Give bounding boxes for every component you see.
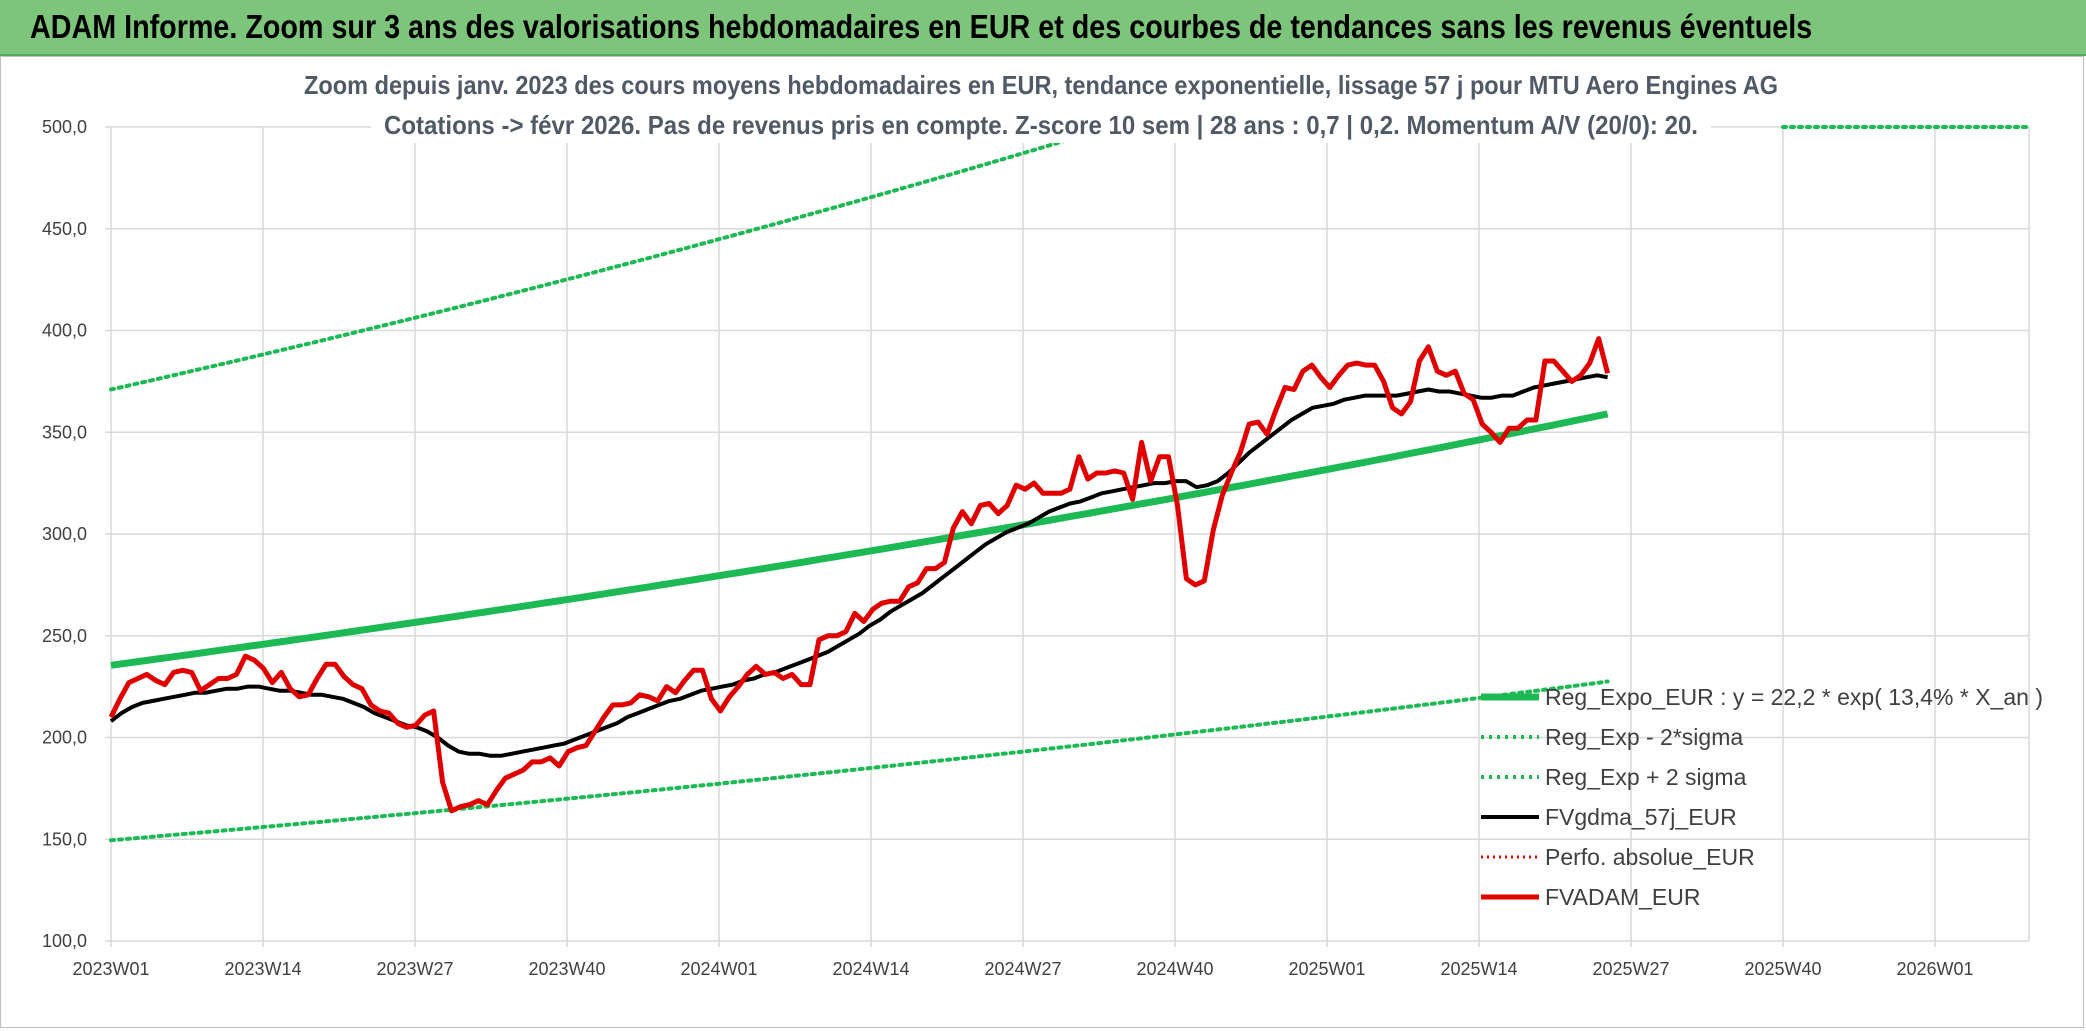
x-tick-label: 2025W14	[1440, 959, 1517, 979]
header-banner: ADAM Informe. Zoom sur 3 ans des valoris…	[0, 0, 2086, 56]
title-line2-bg	[371, 103, 1711, 143]
chart-title-block: Zoom depuis janv. 2023 des cours moyens …	[301, 63, 1801, 143]
series-reg-exp-minus-2sigma	[109, 679, 1610, 843]
chart-title-line1: Zoom depuis janv. 2023 des cours moyens …	[304, 70, 1778, 100]
legend: Reg_Expo_EUR : y = 22,2 * exp( 13,4% * X…	[1481, 684, 2043, 910]
x-tick-label: 2023W27	[376, 959, 453, 979]
y-tick-label: 250,0	[42, 626, 87, 646]
chart-series	[108, 123, 2031, 843]
x-tick-label: 2023W14	[224, 959, 301, 979]
x-tick-label: 2025W40	[1744, 959, 1821, 979]
x-tick-label: 2026W01	[1896, 959, 1973, 979]
series-reg-expo	[110, 410, 1609, 669]
x-tick-label: 2024W01	[680, 959, 757, 979]
y-tick-label: 100,0	[42, 931, 87, 951]
chart: 100,0 150,0 200,0 250,0 300,0 350,0 400,0 450,0…	[42, 63, 2043, 979]
grid-lines	[105, 126, 2030, 947]
legend-label: Reg_Expo_EUR : y = 22,2 * exp( 13,4% * X…	[1545, 684, 2043, 710]
y-tick-label: 500,0	[42, 117, 87, 137]
y-tick-label: 300,0	[42, 524, 87, 544]
title-line1-bg	[301, 63, 1801, 103]
y-tick-label: 350,0	[42, 422, 87, 442]
series-fvadam	[108, 336, 1611, 814]
legend-label: FVADAM_EUR	[1545, 884, 1701, 910]
x-tick-label: 2023W01	[72, 959, 149, 979]
x-tick-label: 2024W14	[832, 959, 909, 979]
series-fvgdma-57j	[109, 373, 1608, 758]
chart-title-line2: Cotations -> févr 2026. Pas de revenus p…	[384, 110, 1698, 140]
legend-label: Perfo. absolue_EUR	[1545, 844, 1755, 870]
x-tick-label: 2024W27	[984, 959, 1061, 979]
legend-label: Reg_Exp - 2*sigma	[1545, 724, 1743, 750]
y-axis-ticks: 100,0 150,0 200,0 250,0 300,0 350,0 400,0 450,0…	[42, 117, 87, 951]
x-axis-ticks: 2023W01 2023W14 2023W27 2023W40 2024W01 2024W…	[72, 959, 1973, 979]
legend-label: FVgdma_57j_EUR	[1545, 804, 1737, 830]
chart-panel: 100,0 150,0 200,0 250,0 300,0 350,0 400,0 450,0…	[0, 56, 2084, 1028]
legend-label: Reg_Exp + 2 sigma	[1545, 764, 1747, 790]
y-tick-label: 150,0	[42, 829, 87, 849]
x-tick-label: 2024W40	[1136, 959, 1213, 979]
x-tick-label: 2023W40	[528, 959, 605, 979]
y-tick-label: 200,0	[42, 728, 87, 748]
y-tick-label: 400,0	[42, 321, 87, 341]
x-tick-label: 2025W01	[1288, 959, 1365, 979]
page-title: ADAM Informe. Zoom sur 3 ans des valoris…	[30, 8, 1813, 45]
y-tick-label: 450,0	[42, 219, 87, 239]
series-reg-exp-plus-2sigma	[109, 123, 1119, 392]
x-tick-label: 2025W27	[1592, 959, 1669, 979]
